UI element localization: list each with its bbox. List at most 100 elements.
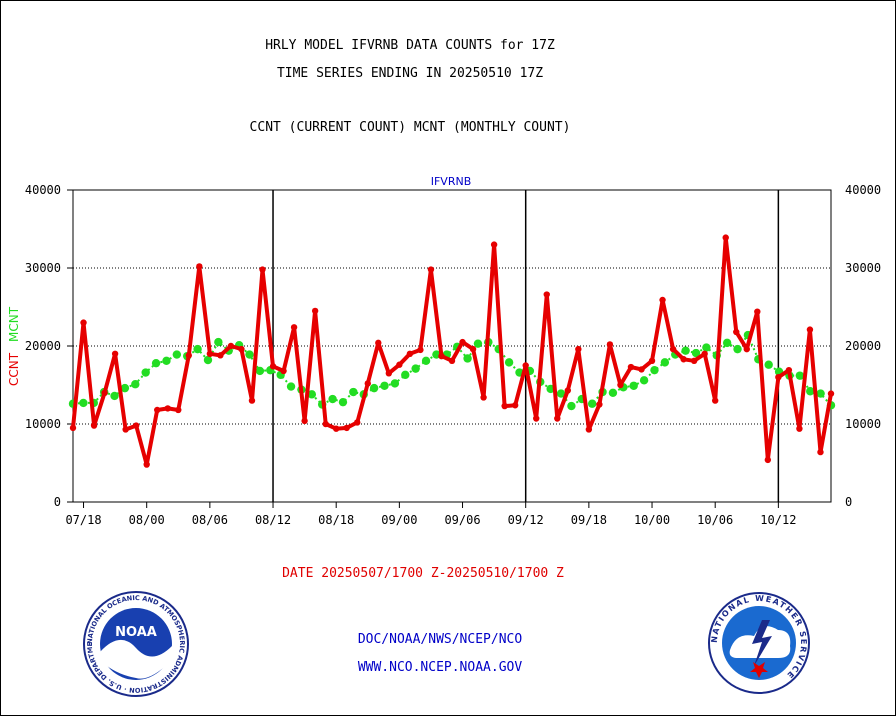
ccnt-point: [533, 415, 540, 422]
ccnt-point: [690, 357, 698, 365]
ccnt-point: [617, 381, 624, 389]
ytick-label-right: 20000: [845, 339, 881, 353]
ccnt-point: [680, 356, 687, 363]
ccnt-point: [154, 406, 161, 414]
mcnt-point: [79, 398, 88, 408]
noaa-logo-icon: NOAA NATIONAL OCEANIC AND ATMOSPHERIC AD…: [80, 590, 189, 697]
mcnt-point: [463, 354, 472, 363]
ytick-label-left: 10000: [25, 417, 61, 431]
org-label: DOC/NOAA/NWS/NCEP/NCO: [357, 632, 523, 647]
ccnt-point: [259, 266, 266, 273]
ccnt-point: [796, 425, 803, 432]
ccnt-point: [111, 350, 119, 357]
ccnt-point: [269, 363, 277, 370]
ccnt-point: [290, 324, 298, 331]
ccnt-point: [438, 352, 445, 360]
mcnt-point: [193, 344, 202, 354]
mcnt-point: [390, 379, 400, 388]
mcnt-point: [245, 350, 254, 359]
ytick-label-left: 20000: [25, 339, 61, 353]
chart-subtitle: CCNT (CURRENT COUNT) MCNT (MONTHLY COUNT…: [249, 120, 571, 135]
ccnt-point: [217, 352, 224, 359]
ccnt-point: [227, 342, 235, 350]
ccnt-point: [806, 326, 814, 333]
mcnt-point: [473, 339, 483, 348]
xtick-label: 09/18: [571, 513, 607, 527]
ccnt-point: [175, 406, 182, 414]
chart-inner-title: IFVRNB: [431, 175, 472, 188]
mcnt-point: [172, 350, 182, 359]
ccnt-point: [238, 345, 245, 353]
mcnt-point: [722, 338, 732, 348]
mcnt-point: [556, 389, 566, 398]
ytick-label-left: 30000: [25, 261, 61, 275]
date-range-label: DATE 20250507/1700 Z-20250510/1700 Z: [282, 566, 564, 581]
ccnt-point: [301, 417, 308, 425]
axis-layer: 0 0 10000 10000 20000 20000 30000 30000 40000 400…: [25, 183, 881, 527]
ccnt-point: [196, 263, 203, 270]
mcnt-point: [629, 381, 638, 390]
xtick-label: 07/18: [65, 513, 101, 527]
xtick-label: 09/06: [444, 513, 480, 527]
ccnt-point: [743, 345, 750, 353]
ytick-label-left: 0: [54, 495, 61, 509]
ytick-label-right: 0: [845, 495, 852, 509]
mcnt-point: [806, 387, 815, 396]
ccnt-point: [132, 422, 140, 429]
ccnt-point: [364, 380, 371, 387]
ccnt-point: [522, 362, 529, 369]
ccnt-point: [427, 266, 435, 273]
xtick-label: 08/18: [318, 513, 354, 527]
ccnt-point: [585, 426, 593, 433]
ccnt-point: [638, 366, 645, 373]
ccnt-point: [396, 361, 403, 368]
mcnt-point: [567, 401, 576, 411]
ccnt-series: [69, 234, 835, 468]
ccnt-point: [659, 296, 666, 304]
ccnt-point: [733, 328, 740, 336]
ccnt-point: [606, 341, 614, 348]
ccnt-point: [164, 405, 171, 412]
mcnt-point: [504, 358, 514, 367]
mcnt-point: [369, 383, 379, 393]
mcnt-point: [380, 381, 389, 390]
nws-logo-icon: NATIONAL WEATHER SERVICE: [708, 592, 810, 694]
ylabel-ccnt: CCNT: [7, 352, 21, 386]
mcnt-point: [110, 391, 119, 401]
ccnt-point: [648, 357, 656, 365]
ccnt-point: [332, 425, 340, 432]
mcnt-point: [608, 388, 618, 397]
ccnt-point: [722, 234, 729, 241]
ccnt-point: [775, 374, 782, 381]
ccnt-point: [817, 448, 824, 456]
ccnt-point: [596, 401, 603, 408]
ccnt-point: [417, 346, 424, 354]
ccnt-point: [827, 390, 835, 397]
ccnt-point: [469, 345, 477, 353]
mcnt-point: [401, 370, 410, 380]
mcnt-point: [286, 382, 296, 391]
ccnt-point: [564, 387, 572, 394]
mcnt-point: [795, 371, 805, 380]
mcnt-point: [131, 380, 140, 389]
ccnt-point: [406, 350, 414, 357]
ccnt-point: [669, 345, 677, 353]
ccnt-point: [627, 363, 635, 371]
mcnt-point: [660, 358, 670, 367]
xtick-label: 08/06: [192, 513, 228, 527]
mcnt-point: [328, 394, 337, 404]
ccnt-point: [511, 402, 519, 409]
mcnt-point: [151, 358, 161, 368]
website-link[interactable]: WWW.NCO.NCEP.NOAA.GOV: [357, 660, 523, 675]
ccnt-point: [480, 394, 487, 401]
ytick-label-right: 30000: [845, 261, 881, 275]
ccnt-point: [90, 422, 98, 429]
ccnt-point: [764, 456, 772, 464]
mcnt-point: [203, 355, 213, 365]
ccnt-point: [311, 307, 319, 315]
mcnt-point: [214, 337, 223, 347]
ccnt-point: [80, 319, 87, 326]
ccnt-point: [711, 397, 719, 404]
ccnt-point: [248, 397, 256, 404]
